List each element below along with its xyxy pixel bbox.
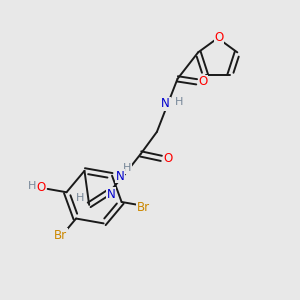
Text: H: H — [76, 194, 85, 203]
Text: N: N — [107, 188, 116, 201]
Text: O: O — [199, 75, 208, 88]
Text: O: O — [214, 31, 224, 44]
Text: H: H — [175, 98, 183, 107]
Text: Br: Br — [54, 229, 68, 242]
Text: O: O — [37, 181, 46, 194]
Text: H: H — [123, 163, 132, 173]
Text: N: N — [161, 98, 170, 110]
Text: N: N — [116, 169, 124, 182]
Text: H: H — [28, 181, 37, 191]
Text: Br: Br — [137, 201, 150, 214]
Text: O: O — [163, 152, 172, 165]
